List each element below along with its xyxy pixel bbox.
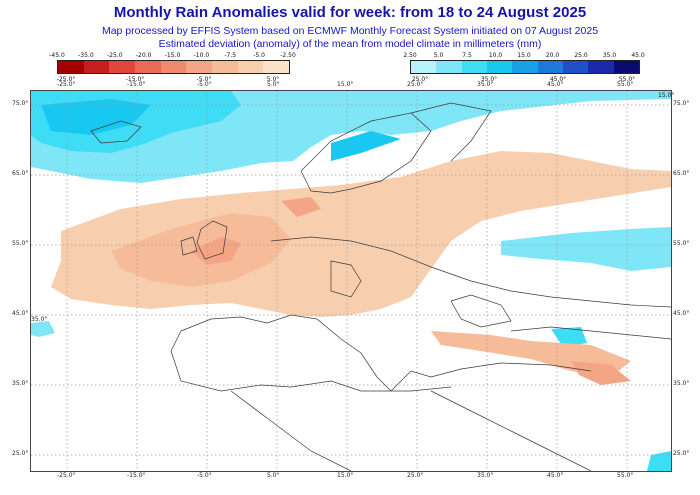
map-y-tick-right: 75.0°: [673, 100, 690, 107]
scale-lower-label: 5.0°: [266, 76, 280, 83]
dry-anomaly-fields: [51, 151, 671, 385]
scale-swatch: [263, 61, 290, 73]
scale-swatch: [58, 61, 84, 73]
scale-lower-label: 35.0°: [480, 76, 498, 83]
map-y-tick-left: 25.0°: [12, 450, 29, 457]
map-y-tick-right: 65.0°: [673, 170, 690, 177]
scale-swatch: [512, 61, 538, 73]
scale-swatch: [562, 61, 589, 73]
scale-swatch: [83, 61, 110, 73]
map-y-tick-right: 45.0°: [673, 310, 690, 317]
map-x-tick-bottom: 35.0°: [477, 472, 494, 479]
map-x-tick-bottom: 45.0°: [547, 472, 564, 479]
scale-upper-label: -20.0: [135, 52, 152, 59]
positive-scale-bar: [410, 60, 640, 74]
scale-upper-label: 45.0: [631, 52, 645, 59]
scale-upper-label: -45.0: [49, 52, 65, 59]
map-x-tick-bottom: 5.0°: [267, 472, 280, 479]
map-x-tick-bottom: -15.0°: [127, 472, 146, 479]
scale-upper-label: -15.0: [164, 52, 181, 59]
scale-upper-label: 20.0: [545, 52, 560, 59]
negative-color-scale: -45.0 -35.0 -25.0 -20.0 -15.0 -10.0 -7.5 -5.0 -2…: [0, 52, 350, 92]
map-x-tick-top: 5.0°: [267, 81, 280, 88]
scale-upper-label: -25.0: [106, 52, 123, 59]
scale-upper-label: 10.0: [488, 52, 503, 59]
map-subtitle-processing: Map processed by EFFIS System based on E…: [101, 25, 599, 37]
map-y-tick-left: 35.0°: [12, 380, 29, 387]
scale-swatch: [135, 61, 161, 73]
scale-upper-label: 35.0: [602, 52, 617, 59]
coastlines: [90, 102, 671, 471]
scale-upper-label: -2.50: [280, 52, 296, 59]
map-x-tick-bottom: 55.0°: [617, 472, 634, 479]
scale-swatch: [109, 61, 136, 73]
scale-upper-label: -7.5: [224, 52, 237, 59]
scale-swatch: [237, 61, 264, 73]
scale-swatch: [411, 61, 437, 73]
map-y-tick-left: 55.0°: [12, 240, 29, 247]
map-x-tick-bottom: -25.0°: [57, 472, 76, 479]
map-y-tick-left: 65.0°: [12, 170, 29, 177]
map-x-tick-top: 55.0°: [617, 81, 634, 88]
graticule: [31, 91, 671, 471]
scale-lower-label: 25.0°: [411, 76, 429, 83]
scale-swatch: [486, 61, 513, 73]
scale-upper-label: 5.0: [433, 52, 444, 59]
scale-swatch: [436, 61, 462, 73]
anomaly-map: [30, 90, 672, 472]
map-corner-label: 15.0°: [658, 92, 675, 99]
map-x-tick-top: 35.0°: [477, 81, 494, 88]
scale-upper-label: 7.5: [462, 52, 472, 59]
scale-upper-label: -5.0: [253, 52, 265, 59]
scale-lower-label: -5.0°: [196, 76, 212, 83]
wet-anomaly-fields: [31, 91, 671, 471]
scale-lower-label: -25.0°: [56, 76, 76, 83]
map-title: Monthly Rain Anomalies valid for week: f…: [113, 4, 587, 21]
map-y-tick-left: 75.0°: [12, 100, 29, 107]
map-x-tick-bottom: 25.0°: [407, 472, 424, 479]
scale-swatch: [461, 61, 487, 73]
map-x-tick-top: 25.0°: [407, 81, 424, 88]
map-x-tick-top: -15.0°: [127, 81, 146, 88]
map-y-tick-left: 45.0°: [12, 310, 29, 317]
scale-lower-label: -15.0°: [125, 76, 145, 83]
map-y-tick-right: 55.0°: [673, 240, 690, 247]
scale-swatch: [537, 61, 563, 73]
scale-upper-label: -35.0: [78, 52, 94, 59]
scale-upper-label: 2.50: [403, 52, 417, 59]
map-edge-label: 35.0°: [31, 316, 48, 323]
map-subtitle-units: Estimated deviation (anomaly) of the mea…: [158, 38, 542, 50]
scale-swatch: [588, 61, 614, 73]
map-x-tick-top: 15.0°: [337, 81, 354, 88]
map-x-tick-bottom: 15.0°: [337, 472, 354, 479]
scale-swatch: [212, 61, 238, 73]
map-x-tick-top: -25.0°: [57, 81, 76, 88]
map-y-tick-right: 35.0°: [673, 380, 690, 387]
scale-upper-label: -10.0: [193, 52, 210, 59]
map-y-tick-right: 25.0°: [673, 450, 690, 457]
scale-upper-label: 25.0: [574, 52, 588, 59]
scale-swatch: [160, 61, 187, 73]
negative-scale-bar: [57, 60, 290, 74]
scale-swatch: [613, 61, 639, 73]
positive-color-scale: 2.50 5.0 7.5 10.0 15.0 20.0 25.0 35.0 45.0 25.0°…: [0, 52, 700, 92]
anomaly-map-svg: [31, 91, 671, 471]
map-x-tick-top: -5.0°: [197, 81, 212, 88]
map-x-tick-top: 45.0°: [547, 81, 564, 88]
scale-swatch: [186, 61, 213, 73]
scale-lower-label: 45.0°: [549, 76, 567, 83]
scale-lower-label: 55.0°: [618, 76, 636, 83]
scale-upper-label: 15.0: [517, 52, 531, 59]
map-x-tick-bottom: -5.0°: [197, 472, 212, 479]
